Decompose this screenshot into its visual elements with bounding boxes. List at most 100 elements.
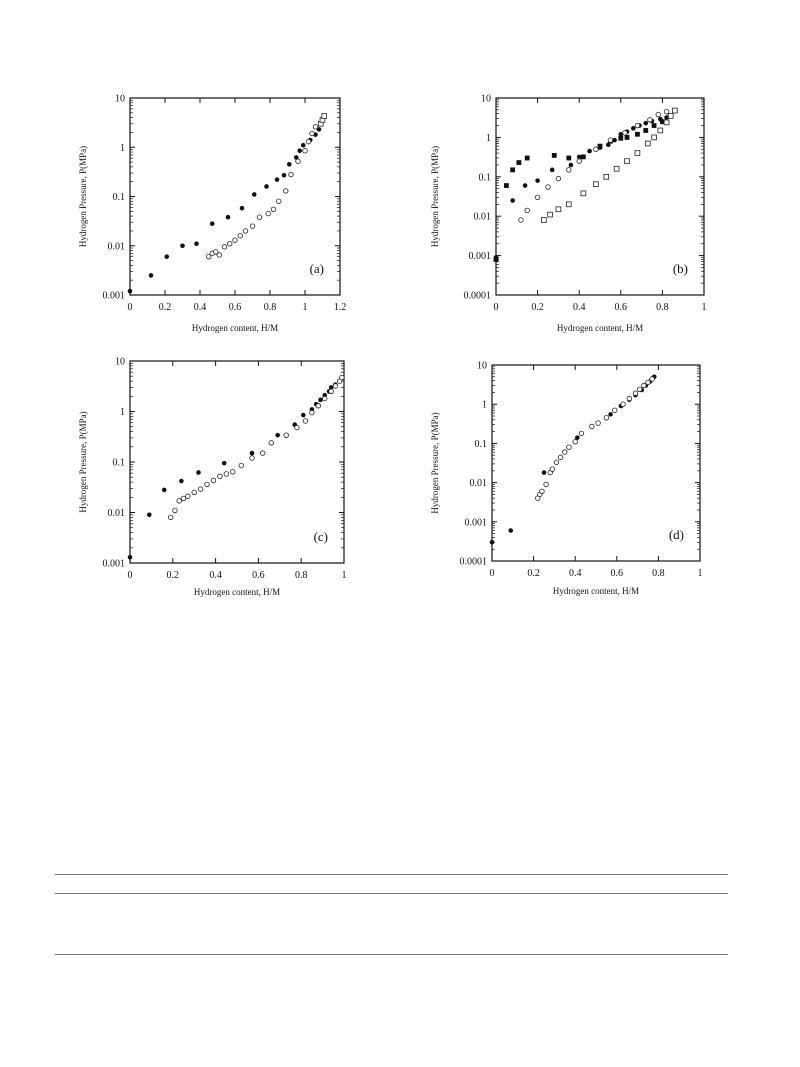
data-point-open-circle xyxy=(649,376,655,382)
data-point-open-circle xyxy=(543,481,549,488)
divider-line xyxy=(55,874,728,875)
x-axis-label: Hydrogen content, H/M xyxy=(557,323,643,333)
x-tick-label: 0 xyxy=(494,302,499,313)
x-tick-label: 0.6 xyxy=(615,302,628,313)
x-tick-label: 0.8 xyxy=(656,302,669,313)
data-point-filled-square xyxy=(580,154,586,160)
data-point-filled-circle xyxy=(587,148,592,154)
data-point-open-square xyxy=(613,165,620,172)
data-point-filled-circle xyxy=(316,127,322,132)
data-point-open-circle xyxy=(176,498,182,504)
x-tick-label: 0.4 xyxy=(573,302,586,313)
data-point-filled-circle xyxy=(164,254,170,259)
data-point-open-circle xyxy=(223,471,229,477)
data-point-open-circle xyxy=(265,210,271,217)
y-tick-label: 0.0001 xyxy=(464,291,492,302)
data-point-open-circle xyxy=(622,130,628,136)
data-point-open-circle xyxy=(562,449,568,455)
data-point-filled-circle xyxy=(510,198,515,203)
data-point-open-circle xyxy=(276,198,282,204)
data-point-open-circle xyxy=(576,158,582,164)
data-point-filled-circle xyxy=(535,178,540,183)
data-point-filled-circle xyxy=(300,142,306,148)
data-point-open-circle xyxy=(213,249,219,255)
x-tick-label: 1 xyxy=(702,302,707,313)
panel-label: (b) xyxy=(673,261,688,276)
x-tick-label: 0.8 xyxy=(295,570,308,581)
data-point-open-circle xyxy=(328,388,334,395)
data-point-open-circle xyxy=(242,228,249,234)
data-point-open-circle xyxy=(221,244,228,250)
data-point-filled-circle xyxy=(161,487,167,493)
plot-frame-a xyxy=(129,97,341,296)
y-tick-label: 0.0001 xyxy=(460,557,488,568)
data-point-open-circle xyxy=(283,188,289,194)
data-point-open-circle xyxy=(312,124,319,130)
data-point-open-circle xyxy=(216,252,222,258)
data-point-open-circle xyxy=(180,495,187,502)
data-point-filled-circle xyxy=(281,172,287,178)
data-point-filled-circle xyxy=(576,154,582,160)
data-point-open-circle xyxy=(249,223,256,229)
plot-frame-c xyxy=(129,360,345,564)
x-tick-label: 0.8 xyxy=(264,302,277,313)
data-point-open-circle xyxy=(603,415,610,421)
x-tick-label: 0 xyxy=(128,302,133,313)
data-point-filled-square xyxy=(524,155,530,161)
y-tick-label: 1 xyxy=(482,400,487,411)
data-point-filled-circle xyxy=(148,273,154,278)
data-point-open-circle xyxy=(636,386,643,392)
data-point-filled-circle xyxy=(643,120,649,126)
data-point-open-circle xyxy=(237,232,243,239)
x-tick-label: 0 xyxy=(128,570,133,581)
data-point-open-square xyxy=(541,217,547,223)
data-point-open-circle xyxy=(283,432,289,438)
y-tick-label: 10 xyxy=(477,361,487,372)
data-point-filled-circle xyxy=(618,131,624,137)
data-point-open-circle xyxy=(566,167,572,173)
x-tick-label: 0.4 xyxy=(194,302,207,313)
data-point-filled-square xyxy=(624,135,630,140)
data-point-filled-circle xyxy=(225,214,231,220)
x-axis-label: Hydrogen content, H/M xyxy=(192,323,278,333)
data-point-open-square xyxy=(565,201,572,208)
data-point-filled-circle xyxy=(286,162,292,167)
y-tick-label: 1 xyxy=(120,143,125,154)
data-point-filled-circle xyxy=(568,162,574,168)
data-point-open-circle xyxy=(294,424,300,431)
data-point-open-circle xyxy=(309,409,315,416)
y-tick-label: 0.001 xyxy=(465,517,488,528)
y-tick-label: 0.001 xyxy=(103,559,126,570)
data-point-open-circle xyxy=(663,108,670,115)
data-point-open-circle xyxy=(566,444,572,450)
data-point-open-square xyxy=(603,174,610,180)
y-tick-label: 0.1 xyxy=(113,192,126,203)
x-tick-label: 1 xyxy=(303,302,308,313)
data-point-open-circle xyxy=(539,488,545,494)
data-point-open-circle xyxy=(634,122,641,129)
data-point-open-circle xyxy=(309,130,315,137)
data-point-open-circle xyxy=(593,146,599,152)
data-point-open-circle xyxy=(302,148,308,154)
y-axis-label: Hydrogen Pressure, P(MPa) xyxy=(430,412,440,513)
data-point-open-circle xyxy=(553,459,560,465)
data-point-open-circle xyxy=(227,241,233,247)
data-point-filled-circle xyxy=(180,243,185,249)
data-point-open-square xyxy=(667,113,674,119)
x-tick-label: 1 xyxy=(342,570,347,581)
data-point-filled-square xyxy=(651,123,657,128)
y-tick-label: 0.1 xyxy=(475,439,488,450)
x-tick-label: 0.2 xyxy=(167,570,180,581)
data-point-filled-circle xyxy=(146,512,152,518)
data-point-open-circle xyxy=(185,493,191,499)
x-tick-label: 0 xyxy=(490,568,495,579)
data-point-open-square xyxy=(651,134,657,141)
data-point-filled-circle xyxy=(508,528,514,533)
data-point-open-circle xyxy=(589,423,595,430)
y-axis-label: Hydrogen Pressure, P(MPa) xyxy=(430,146,440,247)
data-point-open-circle xyxy=(315,403,322,409)
data-point-filled-square xyxy=(516,160,522,165)
x-tick-label: 0.6 xyxy=(252,570,265,581)
data-point-open-circle xyxy=(232,237,238,243)
data-point-open-square xyxy=(672,107,678,114)
